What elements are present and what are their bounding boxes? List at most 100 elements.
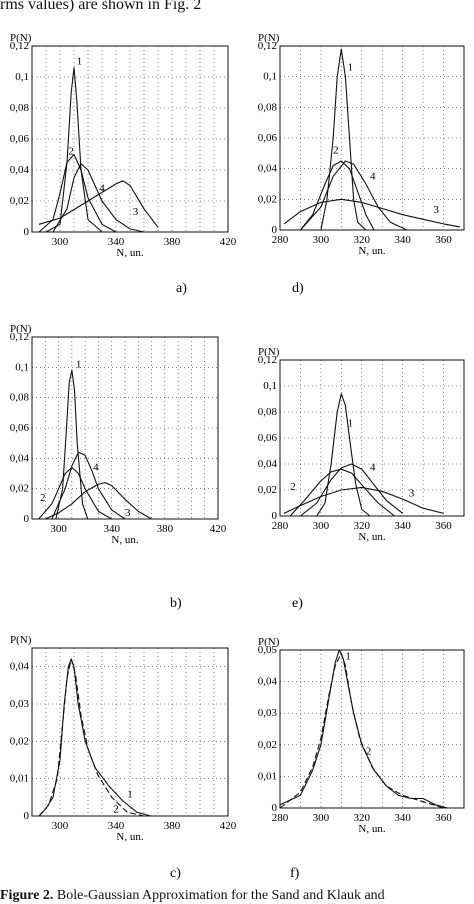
y-tick-label: 0,06	[10, 422, 30, 434]
y-tick-label: 0,03	[10, 698, 30, 710]
y-axis-label: P(N)	[10, 323, 32, 335]
x-tick-label: 340	[108, 236, 125, 248]
y-axis-label: P(N)	[258, 32, 280, 44]
y-tick-label: 0,12	[258, 40, 277, 52]
y-tick-label: 0,05	[258, 644, 278, 656]
series-line-3	[45, 482, 152, 520]
y-tick-label: 0,04	[10, 661, 30, 673]
y-tick-label: 0,12	[258, 354, 277, 366]
x-tick-label: 340	[103, 523, 120, 535]
series-label-1: 1	[77, 56, 83, 68]
chart-panel-e: 0 0,02 0,04 0,06 0,08 0,1 0,12 280 300 320 340 360 P…	[258, 346, 465, 611]
x-tick-label: 300	[313, 234, 330, 246]
x-tick-label: 300	[52, 820, 69, 832]
x-tick-label: 340	[394, 520, 411, 532]
series-label-4: 4	[370, 170, 376, 182]
y-tick-label: 0,12	[10, 331, 29, 343]
y-tick-label: 0,12	[10, 40, 29, 52]
series-line-1	[55, 369, 89, 520]
caption-prefix: Figure 2.	[0, 888, 54, 903]
x-tick-label: 340	[394, 234, 411, 246]
y-tick-label: 0	[24, 226, 30, 238]
series-label-4: 4	[99, 183, 105, 195]
y-tick-label: 0,04	[258, 458, 278, 470]
y-tick-label: 0,06	[258, 132, 278, 144]
series-line-1	[279, 649, 448, 809]
chart-panel-f: 0 0,01 0,02 0,03 0,04 0,05 280 300 320 340 360 P(N)…	[258, 636, 465, 880]
series-label-2: 2	[113, 803, 119, 815]
x-axis-label: N, un.	[111, 534, 138, 546]
y-tick-label: 0,06	[258, 432, 278, 444]
x-tick-label: 320	[354, 520, 371, 532]
caption-text: Bole-Gaussian Approximation for the Sand…	[53, 888, 385, 903]
plot-frame	[279, 649, 465, 809]
plot-frame	[31, 647, 229, 817]
y-axis-label: P(N)	[10, 32, 32, 44]
series-line-2	[38, 153, 117, 233]
y-tick-label: 0,06	[10, 133, 30, 145]
panel-label-a: a)	[176, 281, 187, 296]
y-tick-label: 0,02	[10, 483, 29, 495]
y-tick-label: 0,02	[10, 195, 29, 207]
series-line-4	[52, 163, 145, 233]
y-tick-label: 0,1	[263, 380, 277, 392]
series-label-2: 2	[333, 144, 339, 156]
series-label-1: 1	[347, 62, 353, 74]
y-tick-label: 0,08	[258, 101, 278, 113]
series-line-4	[300, 463, 404, 517]
y-tick-label: 0,1	[15, 71, 29, 83]
series-label-1: 1	[127, 788, 133, 800]
series-line-1	[316, 393, 371, 517]
x-tick-label: 300	[52, 236, 69, 248]
x-tick-label: 280	[272, 520, 289, 532]
series-label-2: 2	[68, 146, 74, 158]
series-label-4: 4	[93, 461, 99, 473]
y-tick-label: 0,04	[10, 452, 30, 464]
x-tick-label: 320	[354, 812, 371, 824]
panel-label-e: e)	[292, 596, 303, 611]
x-axis-label: N, un.	[358, 245, 385, 257]
y-tick-label: 0,02	[10, 735, 29, 747]
y-tick-label: 0	[272, 510, 278, 522]
x-tick-label: 420	[220, 820, 237, 832]
series-label-2: 2	[40, 492, 46, 504]
x-axis-label: N, un.	[358, 823, 385, 835]
x-axis-label: N, un.	[116, 247, 143, 259]
y-tick-label: 0,1	[15, 361, 29, 373]
y-tick-label: 0,04	[258, 163, 278, 175]
x-tick-label: 380	[164, 820, 181, 832]
panel-label-c: c)	[170, 866, 181, 880]
panel-label-f: f)	[290, 866, 300, 880]
x-tick-label: 360	[435, 812, 452, 824]
y-tick-label: 0,04	[258, 676, 278, 688]
x-tick-label: 280	[272, 812, 289, 824]
x-axis-label: N, un.	[116, 831, 143, 843]
series-label-1: 1	[76, 358, 82, 370]
y-tick-label: 0	[24, 513, 30, 525]
x-tick-label: 300	[313, 520, 330, 532]
y-tick-label: 0,08	[10, 102, 30, 114]
x-tick-label: 360	[435, 520, 452, 532]
series-label-1: 1	[347, 417, 353, 429]
chart-panel-b: 0 0,02 0,04 0,06 0,08 0,1 0,12 300 340 380 420 P(N)…	[10, 323, 227, 611]
y-tick-label: 0,08	[258, 406, 278, 418]
y-tick-label: 0,02	[258, 484, 277, 496]
series-line-4	[299, 160, 408, 231]
y-axis-label: P(N)	[10, 634, 32, 646]
x-tick-label: 300	[50, 523, 67, 535]
series-label-2: 2	[366, 745, 372, 757]
series-line-2	[279, 652, 444, 809]
chart-panel-a: 0 0,02 0,04 0,06 0,08 0,1 0,12 300 340 380 420 P(N)…	[10, 32, 237, 296]
y-tick-label: 0,01	[10, 773, 29, 785]
series-label-2: 2	[290, 481, 296, 493]
x-tick-label: 300	[313, 812, 330, 824]
y-tick-label: 0,04	[10, 164, 30, 176]
y-tick-label: 0,02	[258, 193, 277, 205]
y-axis-label: P(N)	[258, 636, 280, 648]
series-label-3: 3	[433, 204, 439, 216]
y-tick-label: 0,01	[258, 770, 277, 782]
panel-label-d: d)	[292, 281, 304, 296]
x-tick-label: 420	[210, 523, 227, 535]
x-tick-label: 380	[164, 236, 181, 248]
series-line-1	[38, 658, 152, 817]
